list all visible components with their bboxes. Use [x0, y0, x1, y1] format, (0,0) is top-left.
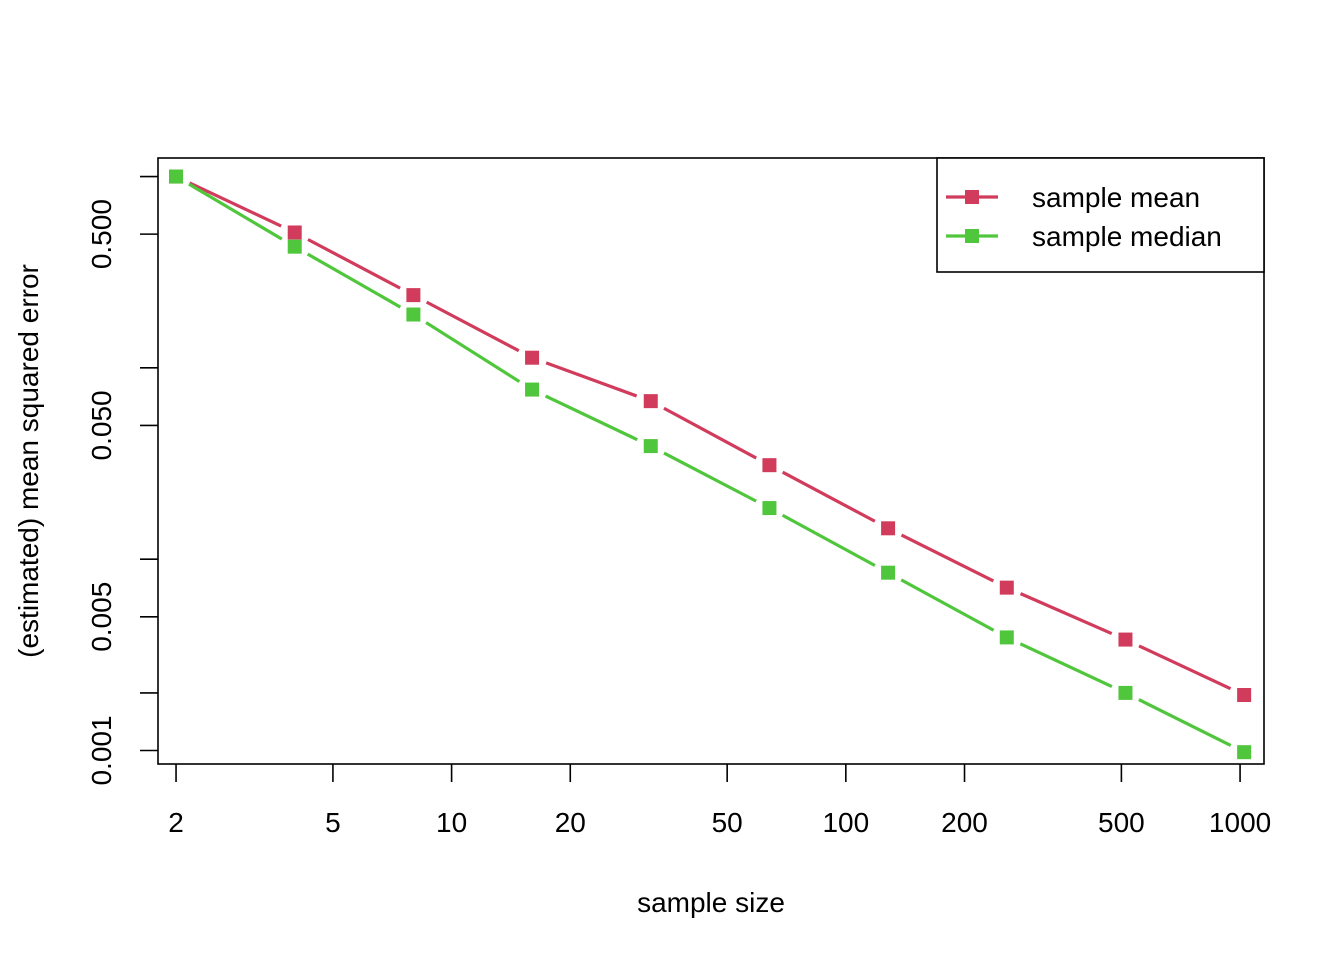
y-tick-label: 0.001	[86, 715, 117, 785]
series-line-segment	[663, 451, 757, 503]
plot-frame	[157, 157, 1265, 765]
data-point	[999, 580, 1014, 595]
x-tick-label: 5	[325, 807, 341, 838]
series-2	[169, 169, 1252, 760]
x-axis: 2 5 10 20 50 100 200 500 1000	[168, 764, 1271, 838]
y-axis-title: (estimated) mean squared error	[13, 264, 44, 658]
data-point	[287, 225, 302, 240]
x-tick-label: 1000	[1209, 807, 1271, 838]
y-axis: 0.001 0.005 0.050 0.500	[86, 175, 158, 786]
x-tick-label: 10	[436, 807, 467, 838]
x-tick-label: 50	[712, 807, 743, 838]
series-line-segment	[425, 321, 521, 383]
x-tick-label: 200	[941, 807, 988, 838]
series-line-segment	[306, 252, 402, 309]
data-point	[1237, 688, 1252, 703]
legend-marker	[965, 190, 979, 204]
series-line-segment	[1138, 698, 1232, 747]
legend: sample mean sample median	[936, 157, 1265, 273]
data-point	[762, 501, 777, 516]
legend-label: sample mean	[1032, 182, 1200, 213]
x-tick-label: 20	[555, 807, 586, 838]
x-tick-label: 500	[1098, 807, 1145, 838]
data-point	[1118, 632, 1133, 647]
series-line-segment	[545, 361, 638, 398]
y-tick-label: 0.500	[86, 199, 117, 269]
data-point	[169, 169, 184, 184]
x-tick-label: 100	[822, 807, 869, 838]
series-line-segment	[307, 238, 401, 290]
data-point	[525, 350, 540, 365]
series-line-segment	[781, 470, 876, 523]
series-line-segment	[900, 578, 995, 632]
series-line-segment	[544, 394, 638, 442]
data-point	[643, 394, 658, 409]
series-line-segment	[1019, 642, 1113, 688]
series-line-segment	[1019, 592, 1113, 636]
series-line-segment	[188, 181, 282, 228]
legend-marker	[965, 229, 979, 243]
y-tick-label: 0.005	[86, 582, 117, 652]
data-point	[1118, 685, 1133, 700]
legend-label: sample median	[1032, 221, 1222, 252]
series-line-segment	[663, 406, 757, 460]
data-point	[881, 521, 896, 536]
data-point	[762, 458, 777, 473]
data-point	[1237, 745, 1252, 760]
data-point	[287, 239, 302, 254]
x-axis-title: sample size	[637, 887, 785, 918]
x-tick-label: 2	[168, 807, 184, 838]
data-point	[525, 382, 540, 397]
series-line-segment	[781, 513, 876, 567]
data-point	[881, 565, 896, 580]
data-point	[406, 307, 421, 322]
data-point	[999, 630, 1014, 645]
legend-box	[936, 157, 1265, 273]
series-layer	[169, 169, 1252, 760]
series-line-segment	[188, 182, 283, 241]
data-point	[406, 288, 421, 303]
series-line-segment	[900, 533, 995, 583]
data-point	[643, 439, 658, 454]
series-line-segment	[425, 300, 520, 353]
y-tick-label: 0.050	[86, 390, 117, 460]
series-line-segment	[1138, 644, 1232, 691]
